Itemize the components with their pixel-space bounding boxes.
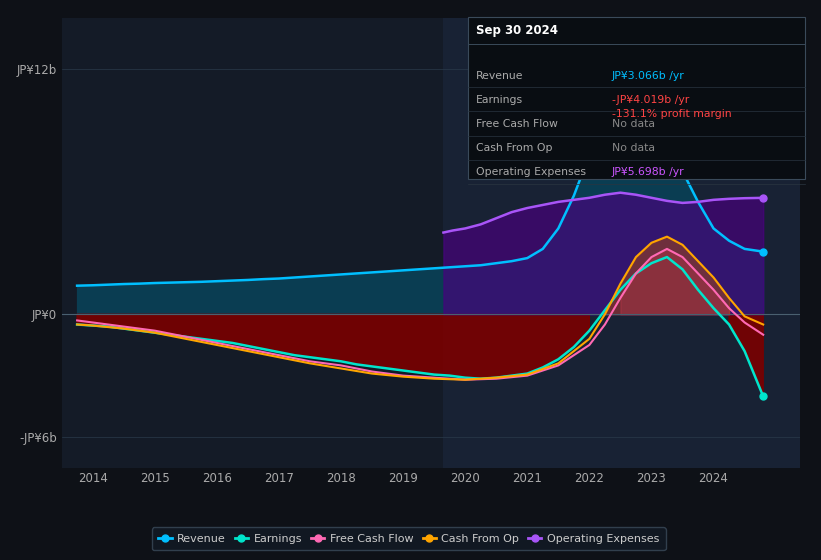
Text: Operating Expenses: Operating Expenses [476,167,586,177]
Text: JP¥5.698b /yr: JP¥5.698b /yr [612,167,684,177]
Text: Sep 30 2024: Sep 30 2024 [476,24,558,36]
Text: No data: No data [612,143,654,153]
Text: -JP¥4.019b /yr: -JP¥4.019b /yr [612,95,689,105]
Text: Revenue: Revenue [476,71,524,81]
Bar [443,18,800,468]
Text: -131.1% profit margin: -131.1% profit margin [612,109,732,119]
Text: Free Cash Flow: Free Cash Flow [476,119,558,129]
Text: Earnings: Earnings [476,95,523,105]
Text: Cash From Op: Cash From Op [476,143,553,153]
Legend: Revenue, Earnings, Free Cash Flow, Cash From Op, Operating Expenses: Revenue, Earnings, Free Cash Flow, Cash … [152,528,666,550]
Text: JP¥3.066b /yr: JP¥3.066b /yr [612,71,685,81]
Text: No data: No data [612,119,654,129]
